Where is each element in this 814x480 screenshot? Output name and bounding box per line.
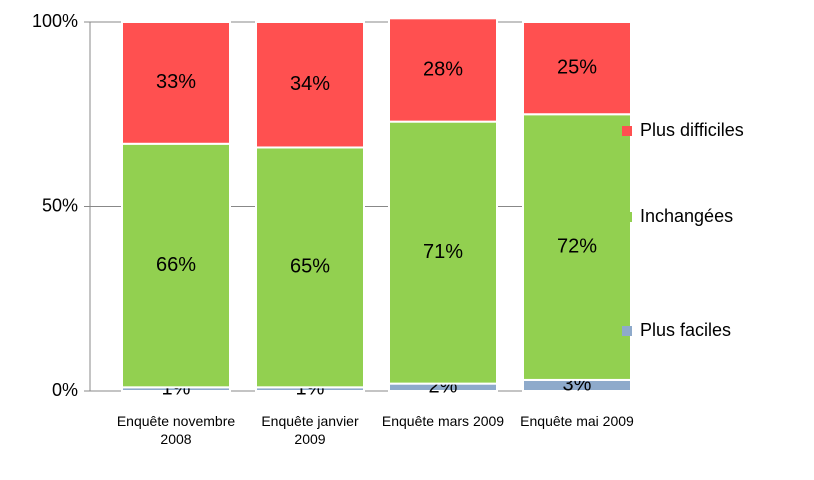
value-label: 33% (156, 71, 196, 93)
y-tick-label: 50% (42, 195, 78, 215)
x-tick-label: Enquête mars 2009 (381, 413, 505, 429)
value-label: 66% (156, 254, 196, 276)
bar-segment (388, 17, 498, 123)
x-tick-label: Enquête novembre 2008 (116, 413, 236, 447)
legend-swatch (622, 212, 632, 222)
x-tick-label: Enquête mai 2009 (520, 413, 634, 429)
bar-segment (388, 120, 498, 385)
legend-swatch (622, 326, 632, 336)
legend-label: Plus difficiles (640, 120, 744, 140)
value-label: 65% (290, 256, 330, 278)
legend-label: Inchangées (640, 206, 733, 226)
bar-segment (522, 21, 632, 116)
bar-segment (255, 21, 365, 149)
y-tick-label: 100% (32, 11, 78, 31)
x-tick-label: Enquête janvier 2009 (261, 413, 359, 447)
bar-segment (522, 113, 632, 381)
value-label: 28% (423, 58, 463, 80)
value-label: 71% (423, 241, 463, 263)
legend-label: Plus faciles (640, 320, 731, 340)
legend-swatch (622, 126, 632, 136)
y-tick-label: 0% (52, 380, 78, 400)
value-label: 34% (290, 73, 330, 95)
bar-segment (121, 21, 231, 145)
value-label: 25% (557, 56, 597, 78)
value-label: 72% (557, 235, 597, 257)
bar-segment (121, 142, 231, 389)
